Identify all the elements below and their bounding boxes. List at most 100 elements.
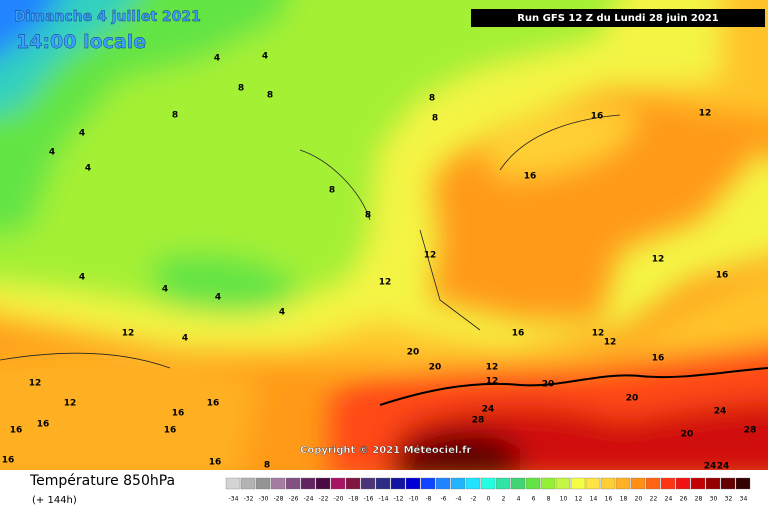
isotherm-label: 12 <box>379 278 392 288</box>
scale-label: 18 <box>620 496 628 503</box>
scale-swatch <box>525 477 541 490</box>
run-box <box>471 9 765 27</box>
isotherm-label: 16 <box>652 354 665 364</box>
scale-swatch <box>495 477 511 490</box>
isotherm-label: 16 <box>10 426 23 436</box>
scale-swatch <box>690 477 706 490</box>
scale-swatch <box>570 477 586 490</box>
isotherm-label: 12 <box>652 255 665 265</box>
isotherm-label: 20 <box>626 394 639 404</box>
isotherm-label: 12 <box>64 399 77 409</box>
scale-label: 20 <box>635 496 643 503</box>
scale-label: -20 <box>334 496 344 503</box>
scale-swatch <box>285 477 301 490</box>
isotherm-label: 16 <box>37 420 50 430</box>
isotherm-label: 8 <box>365 211 371 221</box>
scale-swatch <box>600 477 616 490</box>
isotherm-label: 16 <box>2 456 15 466</box>
isotherm-label: 4 <box>262 52 268 62</box>
isotherm-label: 16 <box>591 112 604 122</box>
scale-label: 2 <box>502 496 506 503</box>
isotherm-label: 4 <box>214 54 220 64</box>
scale-label: 0 <box>487 496 491 503</box>
isotherm-label: 16 <box>172 409 185 419</box>
isotherm-label: 24 <box>704 462 717 472</box>
scale-label: -10 <box>409 496 419 503</box>
scale-swatch <box>435 477 451 490</box>
scale-label: -8 <box>426 496 432 503</box>
isotherm-label: 20 <box>407 348 420 358</box>
scale-swatch <box>240 477 256 490</box>
scale-label: 26 <box>680 496 688 503</box>
scale-swatch <box>705 477 721 490</box>
scale-label: 30 <box>710 496 718 503</box>
isotherm-label: 12 <box>592 329 605 339</box>
scale-label: 12 <box>575 496 583 503</box>
scale-swatch <box>735 477 751 490</box>
isotherm-label: 4 <box>85 164 91 174</box>
scale-swatch <box>315 477 331 490</box>
scale-label: 6 <box>532 496 536 503</box>
isotherm-label: 20 <box>681 430 694 440</box>
footer-title: Température 850hPa <box>29 473 175 489</box>
scale-swatch <box>465 477 481 490</box>
scale-swatch <box>585 477 601 490</box>
scale-label: -34 <box>229 496 239 503</box>
scale-swatch <box>555 477 571 490</box>
scale-swatch <box>720 477 736 490</box>
isotherm-label: 4 <box>215 293 221 303</box>
isotherm-label: 16 <box>524 172 537 182</box>
scale-swatch <box>390 477 406 490</box>
scale-swatch <box>360 477 376 490</box>
isotherm-label: 24 <box>482 405 495 415</box>
isotherm-label: 8 <box>329 186 335 196</box>
scale-label: -26 <box>289 496 299 503</box>
forecast-time: 14:00 locale <box>16 31 146 53</box>
scale-label: 16 <box>605 496 613 503</box>
scale-label: -2 <box>471 496 477 503</box>
isotherm-label: 24 <box>717 462 730 472</box>
scale-label: 10 <box>560 496 568 503</box>
copyright: Copyright © 2021 Méteociel.fr <box>300 444 471 456</box>
isotherm-label: 28 <box>744 426 757 436</box>
scale-label: -18 <box>349 496 359 503</box>
scale-swatch <box>675 477 691 490</box>
footer-bar <box>0 470 768 512</box>
isotherm-label: 16 <box>512 329 525 339</box>
scale-label: -28 <box>274 496 284 503</box>
isotherm-label: 8 <box>172 111 178 121</box>
footer-lead: (+ 144h) <box>32 495 77 506</box>
scale-label: 4 <box>517 496 521 503</box>
scale-swatch <box>270 477 286 490</box>
scale-swatch <box>420 477 436 490</box>
scale-swatch <box>630 477 646 490</box>
scale-label: 24 <box>665 496 673 503</box>
scale-label: -32 <box>244 496 254 503</box>
isotherm-label: 4 <box>279 308 285 318</box>
isotherm-label: 24 <box>714 407 727 417</box>
isotherm-label: 20 <box>429 363 442 373</box>
isotherm-label: 8 <box>264 461 270 471</box>
scale-swatch <box>225 477 241 490</box>
isotherm-label: 4 <box>49 148 55 158</box>
scale-label: -22 <box>319 496 329 503</box>
scale-swatch <box>660 477 676 490</box>
isotherm-label: 12 <box>122 329 135 339</box>
scale-label: -30 <box>259 496 269 503</box>
isotherm-label: 12 <box>604 338 617 348</box>
isotherm-label: 8 <box>238 84 244 94</box>
isotherm-label: 4 <box>162 285 168 295</box>
scale-label: -24 <box>304 496 314 503</box>
scale-swatch <box>480 477 496 490</box>
scale-swatch <box>615 477 631 490</box>
scale-swatch <box>645 477 661 490</box>
isotherm-label: 16 <box>716 271 729 281</box>
temperature-field <box>0 0 768 470</box>
scale-label: 8 <box>547 496 551 503</box>
scale-label: 28 <box>695 496 703 503</box>
isotherm-label: 4 <box>79 129 85 139</box>
isotherm-label: 4 <box>79 273 85 283</box>
